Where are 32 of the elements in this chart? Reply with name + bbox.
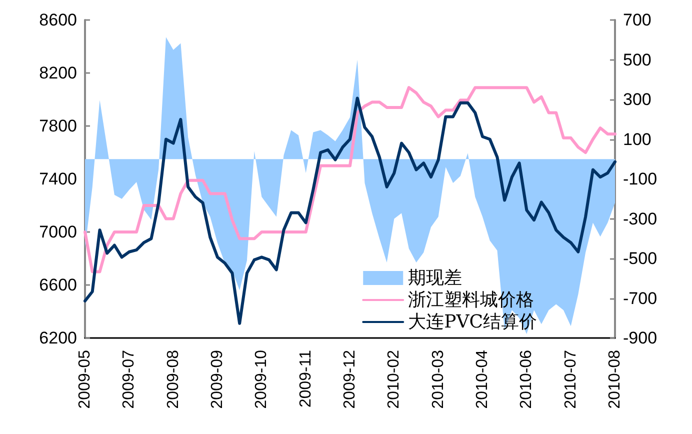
x-tick-label: 2010-03 bbox=[430, 350, 447, 409]
legend-label: 期现差 bbox=[408, 268, 462, 288]
x-tick-label: 2010-07 bbox=[562, 350, 580, 409]
x-tick-label: 2010-06 bbox=[518, 350, 536, 409]
legend-label: 大连PVC结算价 bbox=[408, 312, 538, 332]
y2-tick-label: 300 bbox=[623, 90, 652, 109]
y-tick-label: 7000 bbox=[39, 222, 77, 242]
y-tick-label: 8600 bbox=[39, 10, 77, 30]
y-tick-label: 8200 bbox=[39, 64, 77, 82]
x-tick-label: 2009-12 bbox=[342, 350, 358, 409]
y-tick-label: 7400 bbox=[39, 170, 77, 188]
x-tick-label: 2010-08 bbox=[606, 350, 624, 409]
x-tick-label: 2009-09 bbox=[209, 350, 226, 409]
y2-tick-label: -100 bbox=[623, 170, 658, 188]
y2-tick-label: 700 bbox=[623, 10, 652, 30]
x-tick-label: 2009-08 bbox=[164, 350, 182, 409]
x-tick-label: 2010-02 bbox=[386, 350, 403, 409]
y2-tick-label: 100 bbox=[623, 130, 652, 149]
y2-tick-label: -700 bbox=[623, 288, 658, 308]
y-tick-label: 6600 bbox=[39, 276, 77, 294]
y2-tick-label: 500 bbox=[623, 50, 652, 70]
x-tick-label: 2010-04 bbox=[474, 350, 491, 409]
y2-tick-label: -300 bbox=[623, 209, 658, 228]
x-tick-label: 2009-05 bbox=[76, 350, 94, 409]
legend-label: 浙江塑料城价格 bbox=[408, 290, 534, 310]
x-tick-label: 2009-10 bbox=[253, 350, 270, 409]
y-tick-label: 7800 bbox=[39, 116, 77, 136]
x-tick-label: 2009-07 bbox=[120, 350, 138, 409]
y2-tick-label: -900 bbox=[623, 328, 658, 348]
y-tick-label: 6200 bbox=[39, 328, 77, 348]
x-tick-label: 2009-11 bbox=[297, 350, 314, 408]
y2-tick-label: -500 bbox=[623, 249, 658, 268]
